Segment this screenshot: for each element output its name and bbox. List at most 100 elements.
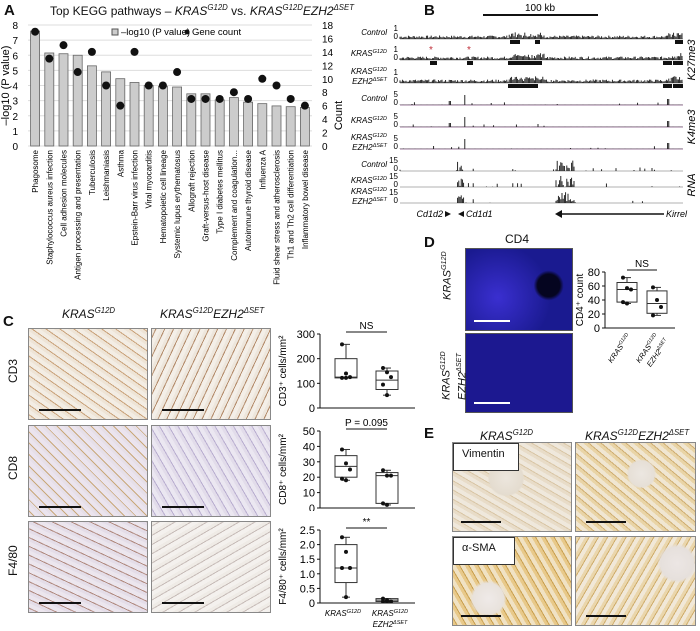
data-point [344,549,348,554]
track-zero: 0 [394,53,399,62]
scale-bar [162,506,204,508]
sma-image-kras-ezh2 [575,536,696,626]
track-zero: 0 [394,76,399,85]
scale-bar [461,615,501,617]
x-tick-label: Antigen processing and presentation [74,150,83,280]
y-tick-label: 100 [297,378,315,390]
bar-8 [143,85,154,147]
row-label-2: F4/80 [6,545,20,576]
data-point [344,371,348,376]
panel-label-e: E [424,425,435,442]
track-label: KRASG12D [351,67,387,76]
y-tick-label: 3 [12,97,18,108]
x-tick-label: Asthma [116,149,125,177]
cd4-image-kras-ezh2 [465,333,573,413]
y-tick-label: 60 [588,281,600,293]
y2-tick-label: 16 [322,34,334,45]
y-tick-label: 20 [588,309,600,321]
scale-bar [474,320,510,322]
track-label-2: EZH2ΔSET [352,197,387,206]
y-tick-label: 10 [303,488,315,500]
track-zero: 0 [394,120,399,129]
data-point [348,375,352,380]
data-point [385,393,389,398]
bar-13 [214,99,225,147]
cd4-image-kras [465,248,573,331]
y-tick-label: 0 [309,598,315,610]
bar-3 [72,54,83,147]
data-point [381,366,385,371]
track-label: Control [361,94,387,103]
y-tick-label: 40 [303,441,315,453]
x-tick-label-kras-ezh2-line2: EZH2ΔSET [373,620,408,629]
box [616,282,638,303]
y-tick-label: 1 [12,127,18,138]
gene-count-dot-13 [215,94,224,103]
track-zero: 0 [394,98,399,107]
track-signal [399,95,683,105]
data-point [381,599,385,604]
g-sup: G12D [439,351,447,371]
y-tick-label: 200 [297,354,315,366]
g: KRAS [160,307,193,321]
gene-count-dot-19 [300,101,309,110]
bar-0 [30,30,41,147]
y-tick-label: 7 [12,36,18,47]
bar-12 [200,93,211,147]
x-tick-label: Cell adhesion molecules [60,150,69,237]
track-signal [457,192,643,203]
g-sup: G12D [440,251,448,271]
g-sup: G12D [94,306,116,315]
ihc-image-kras-ezh2 [151,521,271,613]
track-max: 15 [389,172,398,181]
y-tick-label: 2.0 [300,540,315,552]
data-point [381,468,385,473]
bar-9 [157,85,168,147]
scale-bar [474,402,510,404]
bar-10 [172,86,183,147]
bar-18 [285,106,296,147]
title-g3-sup: ΔSET [333,3,354,12]
domain-block [510,40,520,44]
domain-block [675,40,683,44]
gene-count-dot-2 [59,41,68,50]
panel-label-a: A [4,2,15,19]
data-point [385,502,389,507]
x-tick-label: Graft-versus-host disease [202,149,211,241]
scale-bar [162,409,204,411]
scale-bar [586,615,626,617]
data-point [344,461,348,466]
y-tick-label: 1.5 [300,554,315,566]
g-sup: G12D [512,428,534,437]
title-g1-sup: G12D [207,3,228,12]
mark-label: RNA [686,173,698,196]
vimentin-tag: Vimentin [453,443,519,471]
track-label-2: EZH2ΔSET [352,143,387,152]
y-tick-label: 50 [303,426,315,438]
track-max: 5 [394,112,399,121]
data-point [385,370,389,375]
y-tick-label: 40 [588,295,600,307]
title-g1: KRAS [174,4,208,18]
track-label: KRASG12D [351,116,387,125]
x-tick-label: Type I diabetes mellitus [216,150,225,234]
significance-label: NS [635,259,649,270]
row-label-kras: KRASG12D [440,251,454,300]
track-zero: 0 [394,196,399,205]
g2: EZH2 [638,429,669,443]
bar-15 [243,101,254,147]
x-tick-label-kras-ezh2: KRASG12D [372,609,408,618]
data-point [629,287,633,292]
y-tick-label: 0 [12,142,18,153]
y-tick-label: 0 [309,403,315,414]
x-tick-label: Autoimmune thyroid disease [244,149,253,250]
x-tick-label-kras: KRASG12D [606,332,633,365]
bar-1 [44,52,55,147]
domain-block [663,61,672,65]
gene-count-dot-5 [102,81,111,90]
y2-tick-label: 4 [322,115,328,126]
data-point [651,313,655,318]
mark-label: K27me3 [686,39,698,81]
bar-2 [58,53,69,147]
